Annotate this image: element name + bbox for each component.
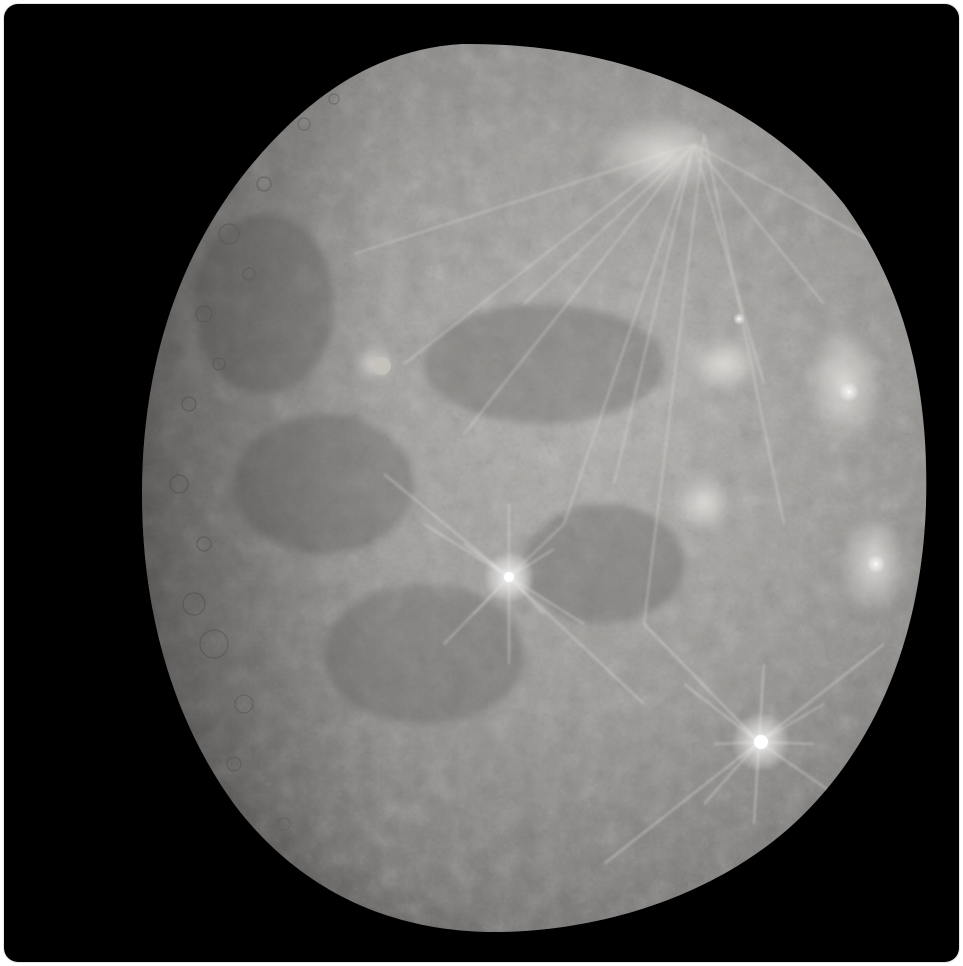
planet-mercury-image [142, 43, 927, 933]
image-frame [4, 4, 959, 962]
planet-disc [142, 43, 927, 933]
